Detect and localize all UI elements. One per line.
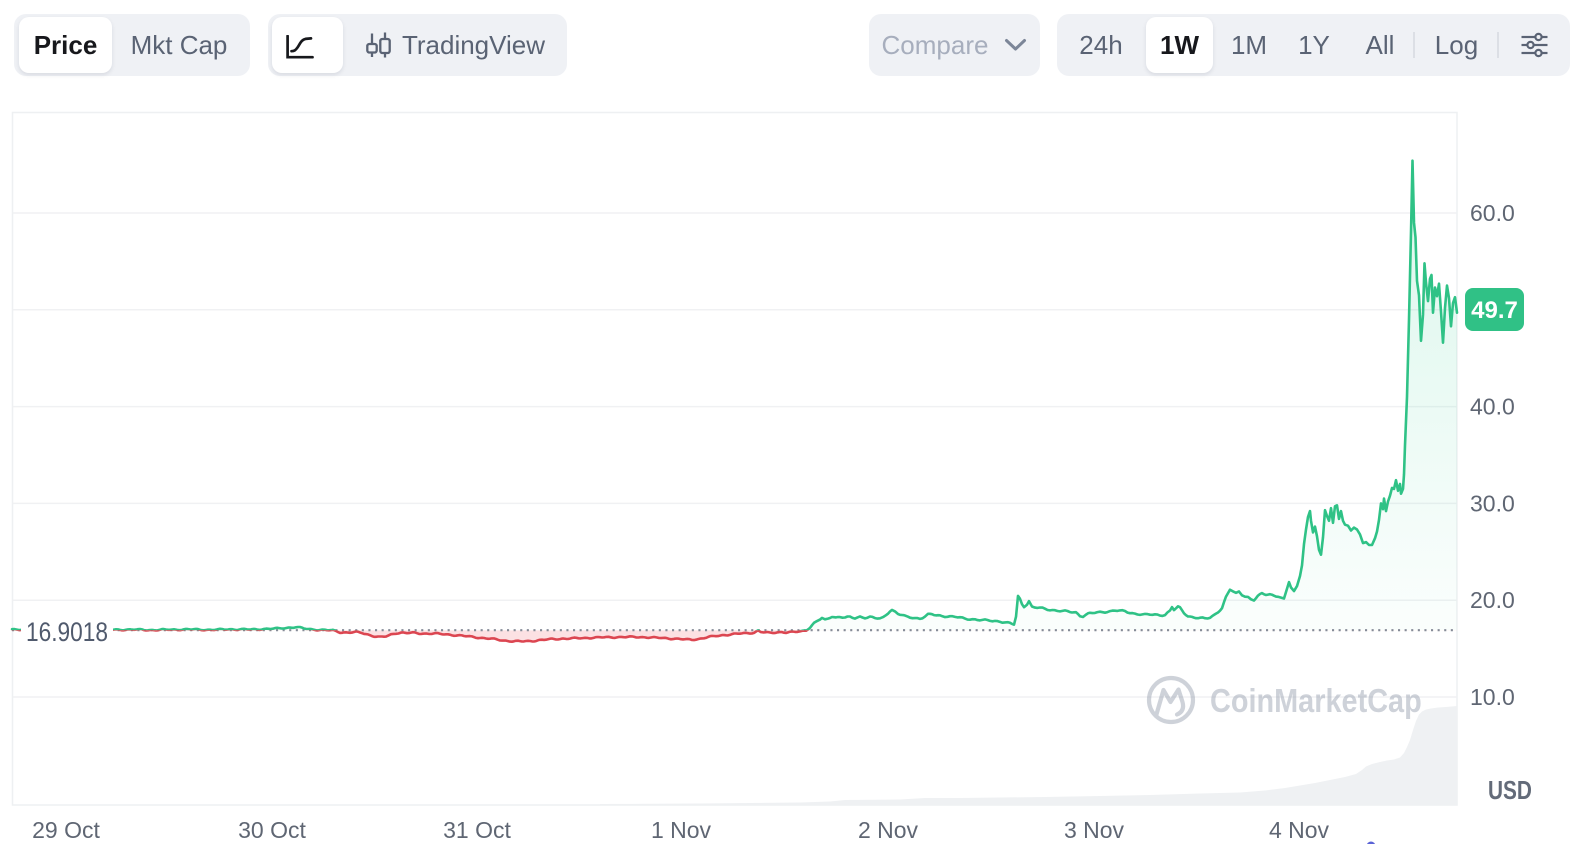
svg-text:16.9018: 16.9018 (26, 617, 108, 647)
svg-text:2 Nov: 2 Nov (858, 817, 919, 843)
svg-text:49.7: 49.7 (1471, 297, 1518, 324)
svg-text:29 Oct: 29 Oct (32, 817, 100, 843)
svg-text:30.0: 30.0 (1470, 490, 1515, 516)
svg-text:CoinMarketCap: CoinMarketCap (1210, 682, 1422, 719)
svg-text:20.0: 20.0 (1470, 587, 1515, 613)
svg-text:31 Oct: 31 Oct (443, 817, 511, 843)
svg-text:1 Nov: 1 Nov (651, 817, 712, 843)
svg-text:30 Oct: 30 Oct (238, 817, 306, 843)
svg-text:3 Nov: 3 Nov (1064, 817, 1125, 843)
svg-text:4 Nov: 4 Nov (1269, 817, 1330, 843)
svg-text:40.0: 40.0 (1470, 394, 1515, 420)
svg-text:10.0: 10.0 (1470, 684, 1515, 710)
svg-text:USD: USD (1488, 776, 1532, 805)
svg-text:60.0: 60.0 (1470, 200, 1515, 226)
